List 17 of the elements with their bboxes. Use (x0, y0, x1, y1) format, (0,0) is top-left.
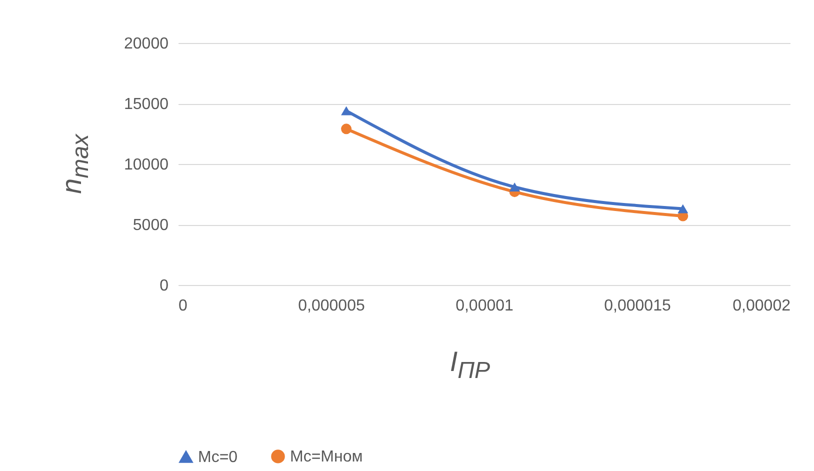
y-tick-label: 0 (160, 278, 169, 294)
point (509, 182, 520, 192)
y-tick-label: 10000 (124, 156, 169, 174)
x-tick-label: 0,000015 (604, 298, 671, 314)
x-tick-label: 0,00001 (456, 298, 514, 314)
y-tick-label: 15000 (124, 96, 169, 113)
point (341, 124, 352, 134)
x-tick-label: 0,00002 (732, 298, 791, 314)
x-axis-title: I$_{ПР}$ (450, 346, 490, 384)
y-tick-label: 20000 (124, 36, 169, 52)
y-tick-label: 5000 (132, 217, 169, 234)
point (341, 106, 352, 116)
x-tick-label: 0,000005 (298, 298, 365, 314)
legend-label: Mc=0 (198, 448, 238, 466)
point (678, 204, 688, 214)
x-tick-label: 0 (178, 298, 188, 314)
legend-label: Mc=Mном (290, 448, 363, 466)
